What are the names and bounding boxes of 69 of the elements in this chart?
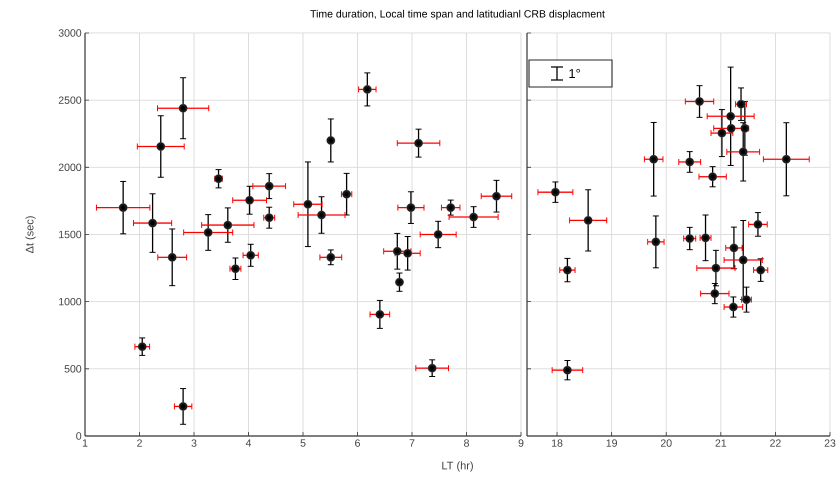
x-tick-label: 2 [137,439,142,447]
x-tick-label: 1 [82,439,88,447]
y-tick-label: 2000 [58,164,82,172]
annotation: 1° [569,68,580,78]
x-axis-title: LT (hr) [442,461,473,472]
point [414,138,423,148]
x-tick-label: 6 [355,439,360,447]
x-tick-label: 21 [716,439,726,447]
x-tick-label: 7 [410,439,414,447]
point [326,136,336,145]
point [492,192,501,201]
point [246,250,256,260]
point [223,220,232,230]
point [738,256,748,264]
y-axis-title: Δt (sec) [25,216,36,254]
y-tick-label: 3000 [58,29,82,37]
y-tick-label: 1000 [59,298,82,306]
x-tick-label: 5 [300,439,306,447]
point [685,234,694,243]
point [138,342,147,352]
point [326,252,336,262]
point [395,278,404,287]
point [156,142,166,151]
y-tick-label: 2500 [58,96,82,104]
point [304,200,312,209]
point [563,366,572,375]
point [178,104,188,113]
point [178,402,188,411]
x-tick-label: 9 [518,439,524,447]
point [710,289,720,298]
x-tick-label: 19 [606,439,617,447]
chart-title: Time duration, Local time span and latitudianl CRB displacment [310,10,605,20]
point [264,182,274,191]
x-tick-label: 20 [660,439,672,447]
point [782,154,791,164]
x-tick-label: 18 [552,439,562,447]
point [231,264,240,274]
x-tick-label: 3 [191,439,196,447]
point [434,230,443,239]
x-tick-label: 4 [246,439,252,447]
point [245,196,254,205]
point [708,172,718,182]
point [403,248,412,258]
point [375,310,384,319]
point [649,154,658,164]
y-tick-label: 500 [64,365,82,373]
point [685,158,694,166]
point [551,188,560,197]
point [118,203,128,212]
point [204,228,213,237]
point [651,237,660,246]
x-tick-label: 23 [824,439,836,447]
x-tick-label: 8 [464,439,469,447]
point [738,147,748,156]
point [446,203,456,212]
point [168,252,177,262]
point [406,203,416,212]
point [736,100,746,109]
y-tick-label: 0 [76,432,82,440]
point [756,266,766,274]
point [728,302,738,312]
x-tick-label: 22 [770,439,781,447]
point [428,364,437,373]
point [726,112,736,121]
point [584,216,593,225]
point [701,233,710,242]
point [726,124,736,133]
point [362,85,372,94]
y-tick-label: 1500 [59,230,82,238]
